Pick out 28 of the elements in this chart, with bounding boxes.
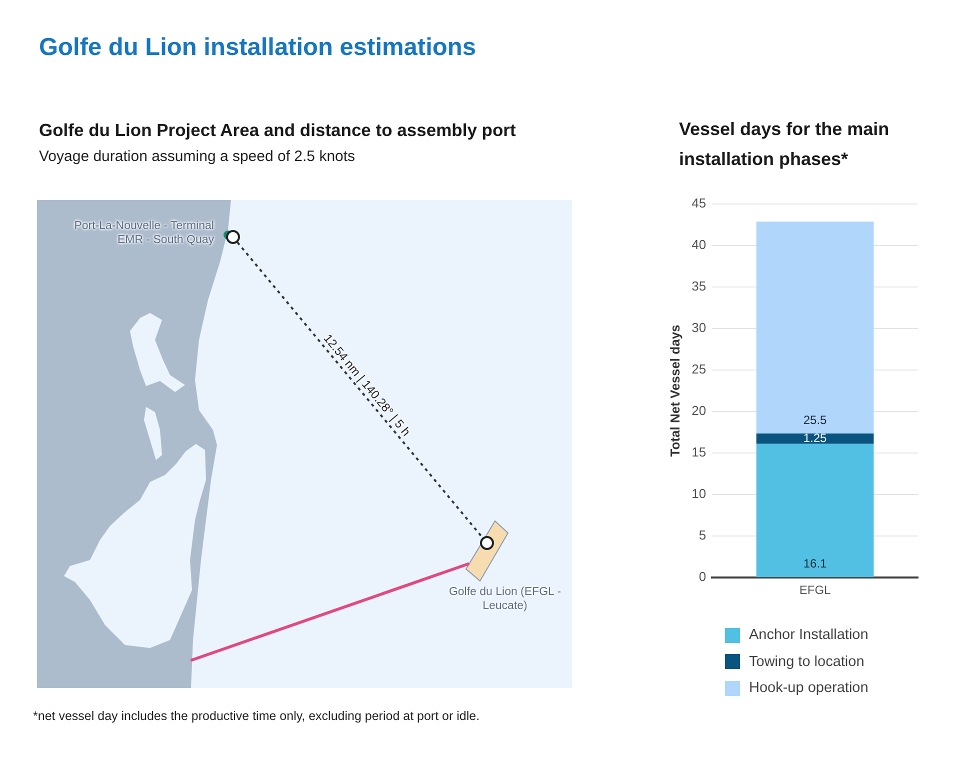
text: *net vessel day includes the productive time only, excluding period at port or idle.: [33, 709, 480, 723]
text: Golfe du Lion Project Area and distance to assembly port: [39, 120, 516, 141]
data-label: 1.25: [803, 430, 828, 445]
y-tick-label: 35: [692, 278, 706, 294]
text: Golfe du Lion installation estimations: [39, 34, 476, 62]
y-axis-title: Total Net Vessel days: [667, 324, 682, 457]
bar: [756, 444, 874, 578]
legend-label: Hook-up operation: [749, 680, 868, 696]
data-label: 25.5: [803, 412, 828, 427]
y-tick-label: 10: [692, 486, 706, 502]
y-tick-label: 45: [692, 195, 706, 210]
y-tick-label: 15: [692, 444, 706, 460]
y-tick-label: 5: [698, 528, 706, 543]
data-label: 16.1: [803, 556, 828, 570]
legend-label: Towing to location: [749, 654, 864, 670]
text: Golfe du Lion (EFGL - Leucate): [448, 585, 562, 613]
bar: [756, 222, 874, 434]
text: Port-La-Nouvelle - Terminal EMR - South Quay: [73, 219, 214, 247]
y-tick-label: 0: [698, 569, 706, 584]
x-tick-label: EFGL: [799, 583, 832, 598]
y-tick-label: 40: [692, 236, 706, 252]
legend-label: Anchor Installation: [749, 627, 868, 644]
y-tick-label: 20: [692, 403, 706, 418]
chart-title: Vessel days for the main installation phases*: [679, 118, 890, 171]
y-tick-label: 30: [692, 320, 706, 335]
text: Voyage duration assuming a speed of 2.5 knots: [39, 148, 356, 165]
bar: [756, 433, 874, 444]
y-tick-label: 25: [692, 362, 706, 377]
